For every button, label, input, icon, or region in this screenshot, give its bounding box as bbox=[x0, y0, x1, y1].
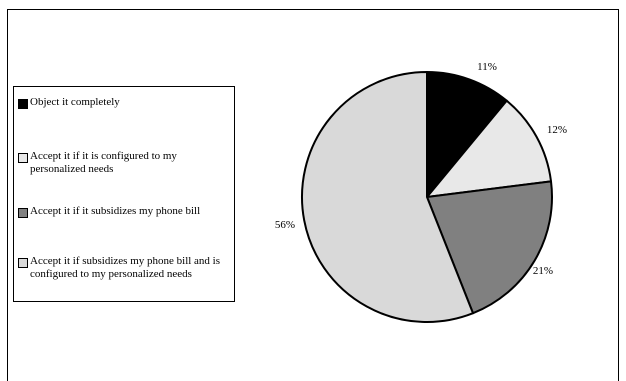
pie-slice bbox=[301, 71, 475, 323]
pie-slice bbox=[426, 99, 553, 198]
legend-swatch bbox=[18, 153, 28, 163]
pie-slice bbox=[426, 180, 553, 315]
legend-swatch bbox=[18, 258, 28, 268]
legend-entry-configured: Accept it if it is configured to my pers… bbox=[18, 150, 232, 176]
legend: Object it completely Accept it if it is … bbox=[13, 86, 235, 302]
legend-label: Accept it if subsidizes my phone bill an… bbox=[30, 255, 221, 280]
legend-swatch bbox=[18, 208, 28, 218]
slice-data-label: 56% bbox=[275, 219, 295, 231]
legend-entry-subsidizes-and-configured: Accept it if subsidizes my phone bill an… bbox=[18, 255, 232, 281]
legend-entry-subsidizes: Accept it if it subsidizes my phone bill bbox=[18, 205, 232, 218]
slice-data-label: 11% bbox=[477, 61, 497, 73]
chart-frame bbox=[7, 9, 619, 381]
slice-data-label: 21% bbox=[533, 265, 553, 277]
legend-swatch bbox=[18, 99, 28, 109]
legend-label: Accept it if it is configured to my pers… bbox=[30, 150, 177, 175]
legend-label: Accept it if it subsidizes my phone bill bbox=[30, 205, 201, 217]
pie-slice bbox=[426, 71, 508, 198]
legend-label: Object it completely bbox=[30, 96, 120, 108]
legend-entry-object-completely: Object it completely bbox=[18, 96, 232, 109]
slice-data-label: 12% bbox=[547, 124, 567, 136]
